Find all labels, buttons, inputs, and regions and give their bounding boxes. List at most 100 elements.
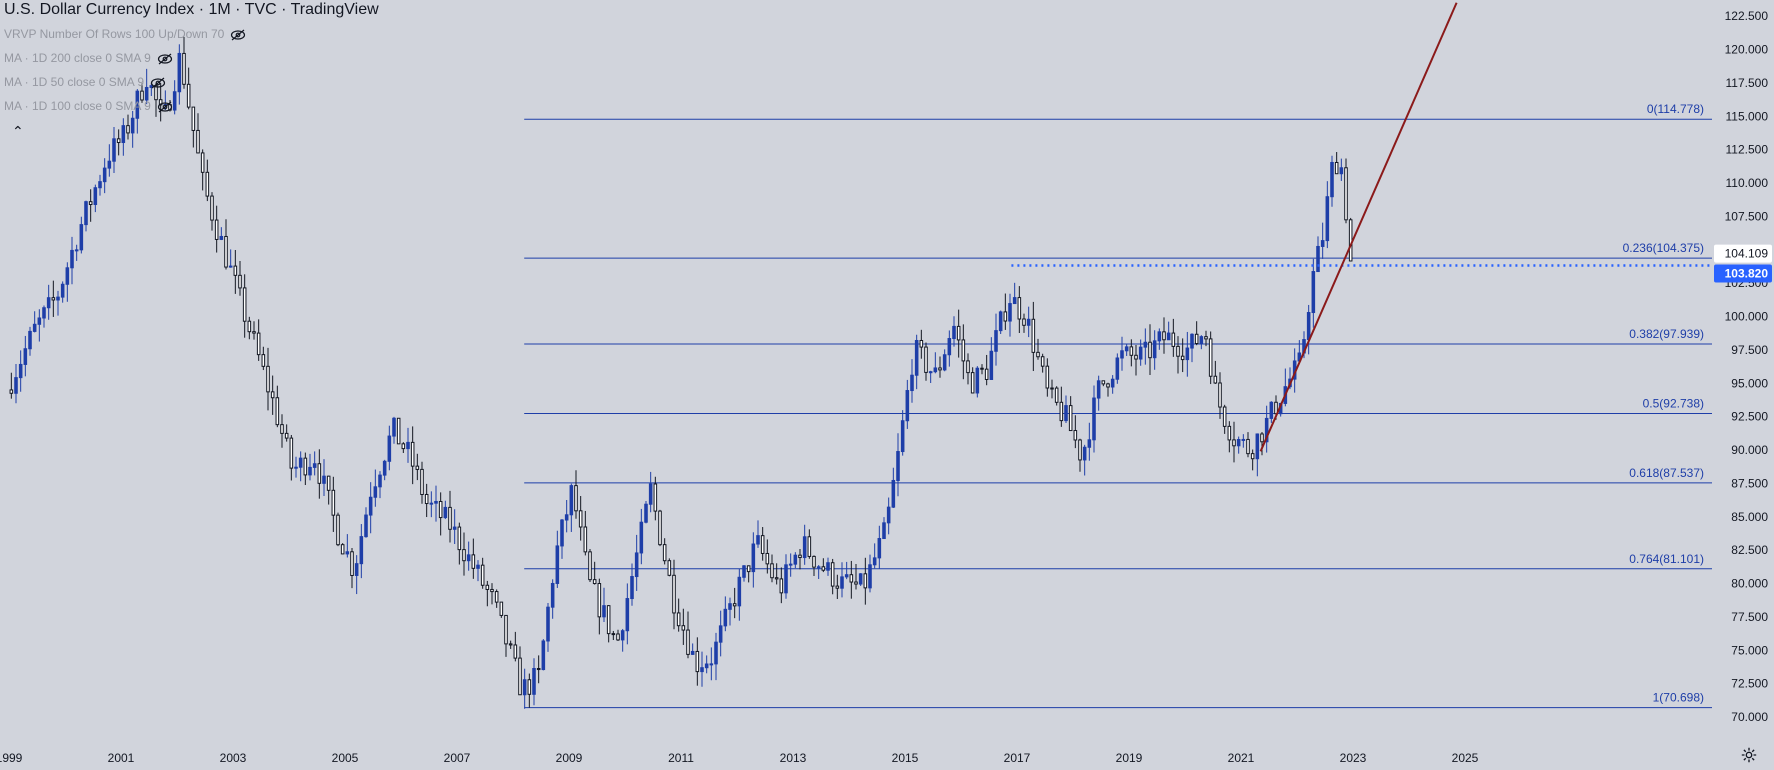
candle-body [256, 332, 261, 356]
candles [9, 36, 1353, 709]
candle [242, 274, 247, 338]
y-axis-tick-label: 115.000 [1726, 109, 1769, 123]
candle-body [401, 443, 406, 450]
candle [1246, 432, 1250, 458]
candle [714, 632, 718, 681]
candle-body [149, 85, 154, 88]
candle [93, 184, 98, 213]
candle [840, 562, 844, 598]
candle-body [378, 474, 382, 488]
candle-body [429, 502, 434, 505]
candle-body [1054, 387, 1059, 403]
indicator-line[interactable]: MA · 1D 200 close 0 SMA 9 [4, 51, 173, 65]
candle-body [373, 486, 378, 498]
candle [1306, 304, 1311, 355]
candle-body [387, 435, 392, 462]
candle [658, 509, 662, 547]
fib-level-label: 0.764(81.101) [1629, 552, 1704, 566]
candle [672, 559, 676, 630]
candle-body [1264, 417, 1269, 443]
candle-body [1222, 406, 1227, 427]
candle-body [858, 573, 863, 585]
candle [1008, 293, 1012, 337]
candle-body [270, 391, 275, 399]
x-axis-tick-label: 2007 [444, 751, 471, 765]
indicator-line[interactable]: MA · 1D 100 close 0 SMA 9 [4, 99, 173, 113]
candle-body [886, 506, 891, 524]
candle-body [1311, 271, 1316, 314]
drawings[interactable] [1011, 2, 1712, 452]
candle-body [1185, 347, 1190, 361]
candle [835, 574, 840, 599]
candle-body [46, 297, 51, 309]
candle [919, 329, 924, 359]
candle-body [718, 625, 723, 643]
candle-body [224, 235, 228, 268]
gear-icon[interactable] [1740, 746, 1758, 764]
candle [1129, 339, 1134, 367]
indicator-line[interactable]: MA · 1D 50 close 0 SMA 9 [4, 75, 166, 89]
candle-body [1213, 375, 1218, 384]
collapse-legend-button[interactable]: ⌃ [12, 123, 24, 139]
x-axis-tick-label: 2005 [332, 751, 359, 765]
candle [1190, 333, 1194, 363]
candle [312, 451, 317, 476]
candle [560, 519, 564, 559]
fib-retracement[interactable]: 0(114.778) 0.236(104.375) 0.382(97.939) 0.5… [524, 102, 1712, 709]
candle [634, 534, 639, 591]
candle [280, 414, 284, 448]
candle-body [205, 171, 210, 197]
candle-body [434, 500, 438, 504]
candle [728, 597, 732, 626]
candle [1171, 318, 1176, 357]
candle [564, 499, 569, 533]
trend-line[interactable] [1259, 2, 1458, 452]
candle [130, 110, 135, 148]
candle-body [690, 650, 695, 655]
candle [662, 538, 667, 565]
candle-body [144, 86, 149, 101]
candle-body [826, 562, 830, 571]
eye-hidden-icon[interactable] [157, 53, 173, 65]
candle [172, 80, 177, 115]
eye-hidden-icon[interactable] [150, 77, 166, 89]
candle-body [1190, 333, 1194, 349]
candle-body [126, 125, 130, 134]
candle-body [247, 320, 252, 333]
candle [177, 44, 182, 105]
candle-body [527, 679, 532, 695]
candle [765, 539, 770, 574]
candle-body [896, 451, 900, 481]
candle [1320, 222, 1325, 259]
candle-body [1176, 345, 1180, 357]
candle [868, 554, 872, 593]
candle-body [1110, 378, 1115, 388]
eye-hidden-icon[interactable] [157, 101, 173, 113]
candle [737, 568, 742, 621]
candle-body [1344, 167, 1348, 221]
candle-body [1236, 439, 1241, 447]
candle-body [14, 377, 18, 394]
x-axis-tick-label: 2019 [1116, 751, 1143, 765]
candle-body [728, 603, 732, 610]
eye-hidden-icon[interactable] [230, 29, 246, 41]
candle [807, 529, 812, 559]
candle-body [1073, 430, 1078, 441]
candle [37, 309, 42, 342]
candle [592, 561, 597, 585]
candle [149, 82, 154, 97]
candle [914, 334, 919, 390]
price-tag-box [1714, 244, 1772, 263]
candle-body [79, 224, 84, 251]
y-axis-tick-label: 107.500 [1725, 209, 1769, 223]
candle-body [233, 265, 238, 276]
candle-body [709, 663, 714, 666]
candle [102, 158, 107, 194]
candle-body [1003, 311, 1008, 322]
candle [88, 189, 93, 222]
candle [863, 557, 868, 605]
candle-body [1334, 161, 1339, 175]
indicator-line[interactable]: VRVP Number Of Rows 100 Up/Down 70 [4, 27, 246, 41]
candle-body [1082, 446, 1087, 461]
